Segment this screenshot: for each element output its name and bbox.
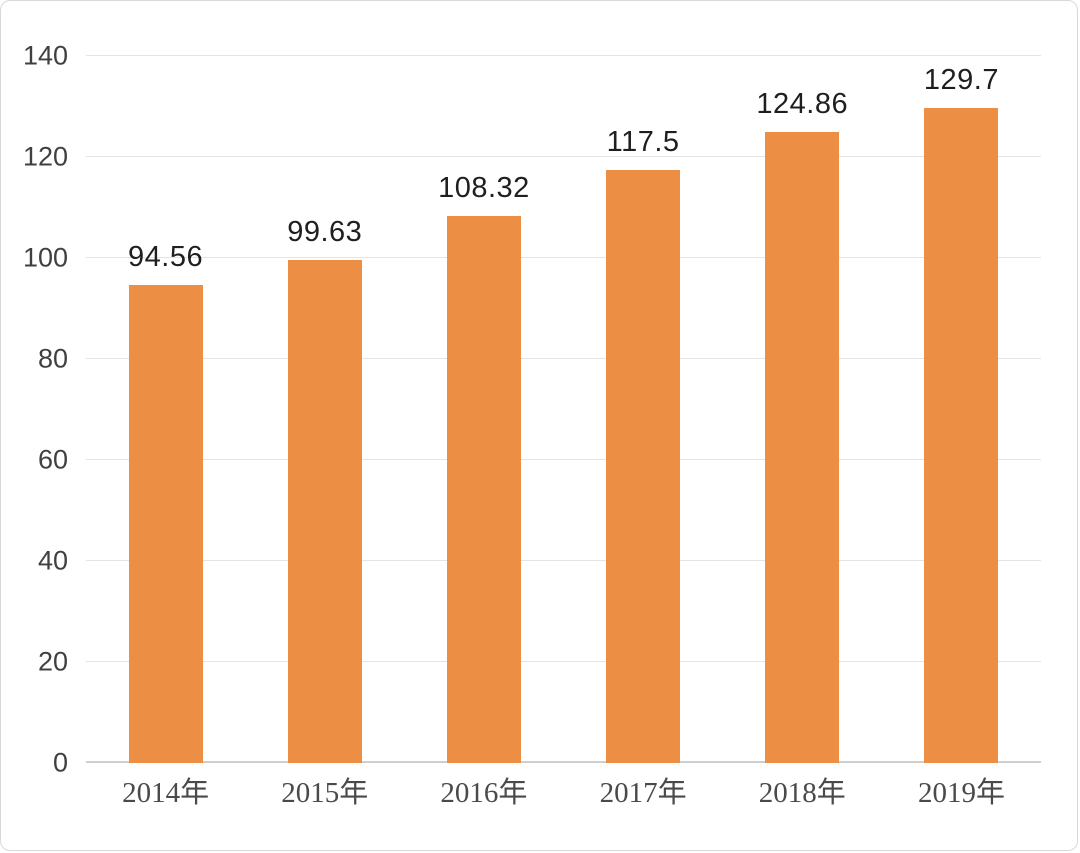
gridline xyxy=(86,661,1041,662)
bar-column: 94.56 2014年 xyxy=(86,56,245,808)
bar-column: 129.7 2019年 xyxy=(882,56,1041,808)
y-tick-label: 40 xyxy=(37,545,68,576)
bar-value-label: 94.56 xyxy=(128,241,204,274)
x-axis-baseline xyxy=(86,761,1041,763)
bar-value-label: 124.86 xyxy=(756,88,849,121)
y-tick-label: 120 xyxy=(22,141,68,172)
bar-value-label: 99.63 xyxy=(287,215,363,248)
bar xyxy=(606,169,681,763)
bar xyxy=(446,215,521,763)
y-tick-label: 100 xyxy=(22,242,68,273)
gridline xyxy=(86,459,1041,460)
x-tick-label: 2018年 xyxy=(758,777,846,809)
bar xyxy=(287,259,362,763)
bar-column: 108.32 2016年 xyxy=(404,56,563,807)
gridline xyxy=(86,257,1041,258)
bar-value-label: 129.7 xyxy=(923,64,999,97)
y-tick-label: 20 xyxy=(37,646,68,677)
gridline xyxy=(86,358,1041,359)
y-tick-label: 0 xyxy=(52,747,68,778)
bar-value-label: 108.32 xyxy=(438,171,530,204)
gridline xyxy=(86,560,1041,561)
x-tick-label: 2014年 xyxy=(122,777,210,809)
y-tick-label: 80 xyxy=(37,343,68,374)
bar-column: 99.63 2015年 xyxy=(245,56,404,807)
x-tick-label: 2019年 xyxy=(917,777,1005,809)
y-tick-label: 60 xyxy=(37,444,68,475)
bar-column: 124.86 2018年 xyxy=(723,56,882,808)
y-tick-label: 140 xyxy=(22,40,68,71)
bar xyxy=(765,132,840,763)
bar xyxy=(128,285,203,763)
x-tick-label: 2016年 xyxy=(440,777,528,809)
bars-layer: 94.56 2014年 99.63 2015年 108.32 2016年 117.5 2017… xyxy=(86,56,1041,808)
x-tick-label: 2017年 xyxy=(599,777,687,809)
gridline xyxy=(86,156,1041,157)
plot-area: 0 20 40 60 80 100 120 140 94.56 2014年 99.63 2015年 1… xyxy=(23,42,1041,808)
gridline xyxy=(86,55,1041,56)
x-tick-label: 2015年 xyxy=(281,777,369,809)
bar-value-label: 117.5 xyxy=(606,125,680,158)
bar-column: 117.5 2017年 xyxy=(564,56,723,807)
bar xyxy=(924,108,999,763)
